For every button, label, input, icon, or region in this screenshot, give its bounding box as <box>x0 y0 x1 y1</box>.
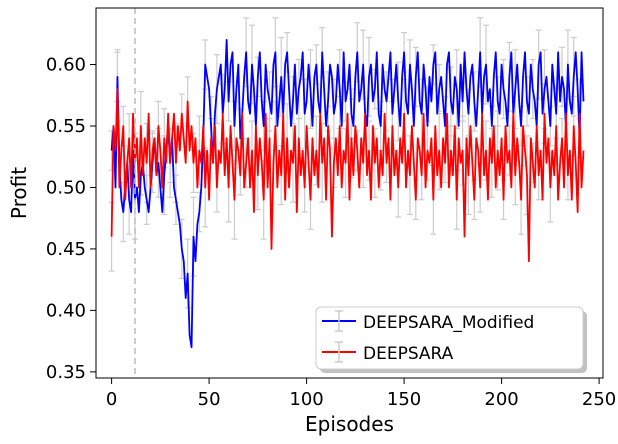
y-axis-label: Profit <box>7 167 31 219</box>
legend-entry-2: DEEPSARA <box>322 341 454 364</box>
legend-label-1: DEEPSARA_Modified <box>363 313 534 333</box>
x-tick-label: 200 <box>484 389 518 410</box>
x-tick-label: 50 <box>198 389 221 410</box>
legend-label-2: DEEPSARA <box>363 344 454 364</box>
x-axis-label: Episodes <box>305 412 394 436</box>
legend-entry-1: DEEPSARA_Modified <box>322 310 534 333</box>
y-tick-label: 0.55 <box>46 116 86 137</box>
x-tick-label: 0 <box>106 389 117 410</box>
legend-box <box>315 306 584 370</box>
series-line-1 <box>110 39 585 349</box>
x-tick-label: 100 <box>289 389 323 410</box>
y-tick-label: 0.40 <box>46 300 86 321</box>
y-tick-label: 0.45 <box>46 239 86 260</box>
x-axis-ticks: 0 50 100 150 200 250 <box>106 378 616 410</box>
plot-frame <box>95 7 604 379</box>
series-line-2 <box>110 88 585 263</box>
y-tick-label: 0.50 <box>46 177 86 198</box>
x-tick-label: 250 <box>582 389 616 410</box>
series-lines <box>110 39 585 349</box>
legend: DEEPSARA_Modified DEEPSARA <box>315 306 587 373</box>
x-tick-label: 150 <box>387 389 421 410</box>
y-axis-ticks: 0.35 0.40 0.45 0.50 0.55 0.60 <box>46 55 96 383</box>
y-tick-label: 0.60 <box>46 55 86 76</box>
y-tick-label: 0.35 <box>46 362 86 383</box>
